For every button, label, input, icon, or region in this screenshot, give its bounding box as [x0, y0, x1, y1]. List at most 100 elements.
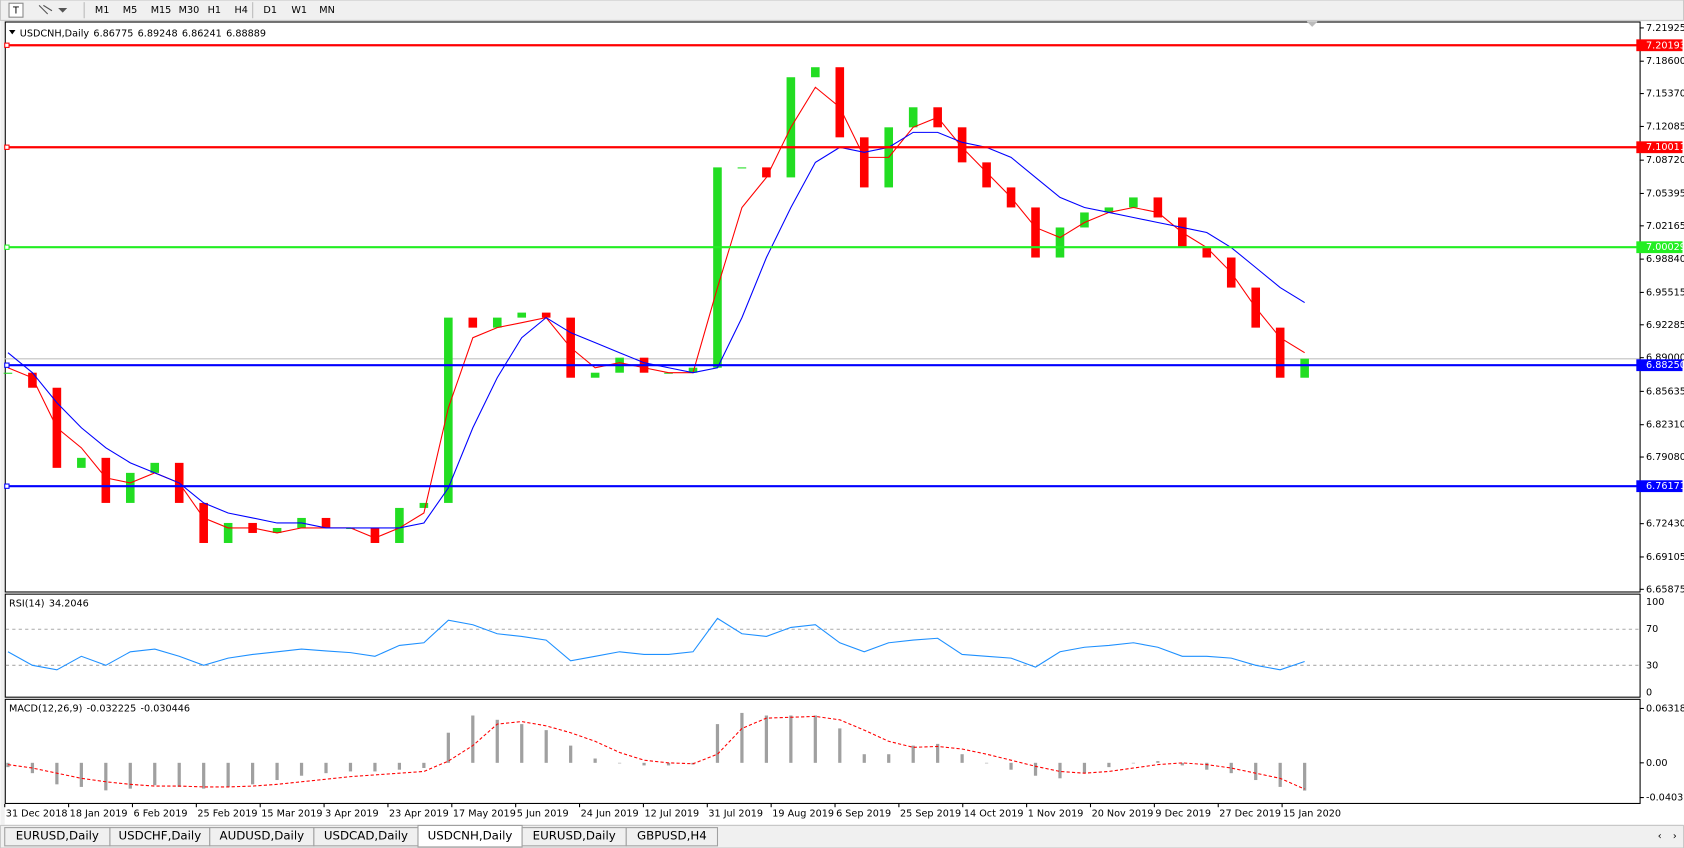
macd-bar: [593, 758, 597, 763]
date-label: 31 Dec 2018: [6, 809, 68, 820]
macd-bar: [838, 728, 842, 763]
tab-label[interactable]: USDCAD,Daily: [324, 829, 408, 843]
macd-bar: [862, 754, 866, 763]
date-label: 15 Mar 2019: [261, 809, 322, 820]
macd-bar: [520, 724, 524, 763]
chart-header: USDCNH,Daily 6.86775 6.89248 6.86241 6.88889: [20, 28, 266, 39]
level-label-bg: [1636, 141, 1683, 154]
macd-bar: [789, 715, 793, 763]
date-label: 23 Apr 2019: [389, 809, 449, 820]
timeframe-button[interactable]: MN: [319, 5, 335, 16]
date-label: 9 Dec 2019: [1155, 809, 1211, 820]
date-label: 19 Aug 2019: [772, 809, 834, 820]
candle: [859, 137, 869, 188]
price-label: 6.72430: [1646, 519, 1684, 530]
macd-bar: [30, 762, 35, 774]
macd-bar: [275, 762, 279, 781]
candle: [737, 167, 747, 169]
macd-bar: [666, 762, 671, 766]
macd-bar: [153, 762, 157, 786]
level-handle[interactable]: [4, 362, 10, 368]
macd-bar: [813, 715, 817, 763]
macd-bar: [422, 762, 426, 768]
candle: [688, 367, 698, 373]
candle: [1129, 197, 1138, 208]
main-panel-frame: [4, 21, 1641, 593]
candle: [468, 317, 478, 328]
level-label: 7.00029: [1646, 242, 1684, 253]
candle: [1055, 227, 1065, 258]
price-label: 6.98840: [1646, 254, 1684, 265]
ma-fast-line: [7, 86, 1305, 539]
candle: [370, 527, 380, 543]
level-handle[interactable]: [4, 483, 10, 489]
candle: [1031, 207, 1040, 258]
macd-bar: [373, 762, 377, 772]
level-handle[interactable]: [4, 144, 10, 150]
timeframe-button[interactable]: H1: [208, 5, 221, 16]
rsi-line: [7, 617, 1305, 671]
header-arrow: [9, 30, 16, 35]
candle: [713, 167, 722, 368]
date-label: 17 May 2019: [453, 809, 516, 820]
tab-label[interactable]: USDCNH,Daily: [428, 829, 513, 843]
macd-bar: [177, 762, 181, 787]
text-tool-icon[interactable]: [8, 2, 24, 18]
rsi-label: RSI(14): [9, 598, 45, 609]
macd-bar: [1303, 762, 1307, 791]
macd-bar: [446, 732, 450, 763]
rsi-tick-label: 30: [1646, 660, 1658, 671]
macd-bar: [936, 743, 940, 763]
date-label: 15 Jan 2020: [1283, 809, 1341, 820]
tab-scroll-right[interactable]: ›: [1673, 831, 1677, 842]
level-handle[interactable]: [4, 244, 10, 250]
macd-bar: [544, 730, 548, 763]
price-label: 6.82310: [1646, 420, 1684, 431]
level-label: 7.20193: [1646, 40, 1684, 51]
header-high: 6.89248: [138, 28, 178, 39]
price-label: 7.05395: [1646, 188, 1684, 199]
level-label: 7.10011: [1646, 142, 1684, 153]
level-label-bg: [1636, 241, 1683, 254]
macd-bar: [764, 715, 769, 763]
date-label: 24 Jun 2019: [581, 809, 639, 820]
level-handle[interactable]: [4, 42, 10, 48]
tab-label[interactable]: AUDUSD,Daily: [220, 829, 305, 843]
level-label-bg: [1636, 359, 1683, 372]
candle: [1275, 327, 1285, 378]
macd-bar: [397, 762, 402, 770]
candle: [835, 67, 845, 138]
macd-bar: [715, 724, 720, 763]
macd-bar: [1082, 762, 1087, 774]
candle: [517, 312, 527, 318]
date-label: 20 Nov 2019: [1092, 809, 1154, 820]
macd-bar: [1205, 762, 1209, 770]
tab-scroll-left[interactable]: ‹: [1658, 831, 1662, 842]
macd-tick-label: -0.040355: [1646, 793, 1684, 804]
macd-bar: [617, 762, 622, 764]
timeframe-button[interactable]: M15: [151, 5, 172, 16]
candle: [223, 522, 233, 543]
timeframe-button[interactable]: M30: [179, 5, 200, 16]
tab-label[interactable]: GBPUSD,H4: [637, 829, 707, 843]
date-label: 6 Sep 2019: [836, 809, 891, 820]
draw-tool-icon[interactable]: [38, 4, 68, 15]
candle: [957, 127, 967, 163]
timeframe-button[interactable]: M5: [123, 5, 137, 16]
timeframe-button[interactable]: H4: [234, 5, 247, 16]
candle: [1300, 358, 1309, 378]
candle: [541, 312, 551, 318]
tab[interactable]: [625, 827, 719, 847]
price-label: 7.12085: [1646, 121, 1684, 132]
candle: [1104, 207, 1114, 213]
tab-label[interactable]: EURUSD,Daily: [16, 829, 99, 843]
tab-label[interactable]: EURUSD,Daily: [533, 829, 616, 843]
tab-label[interactable]: USDCHF,Daily: [118, 829, 201, 843]
timeframe-button[interactable]: M1: [95, 5, 109, 16]
candle: [1202, 247, 1212, 258]
timeframe-button[interactable]: W1: [291, 5, 307, 16]
timeframe-button[interactable]: D1: [263, 5, 277, 16]
macd-bar: [202, 762, 206, 789]
macd-label: MACD(12,26,9): [9, 703, 82, 714]
